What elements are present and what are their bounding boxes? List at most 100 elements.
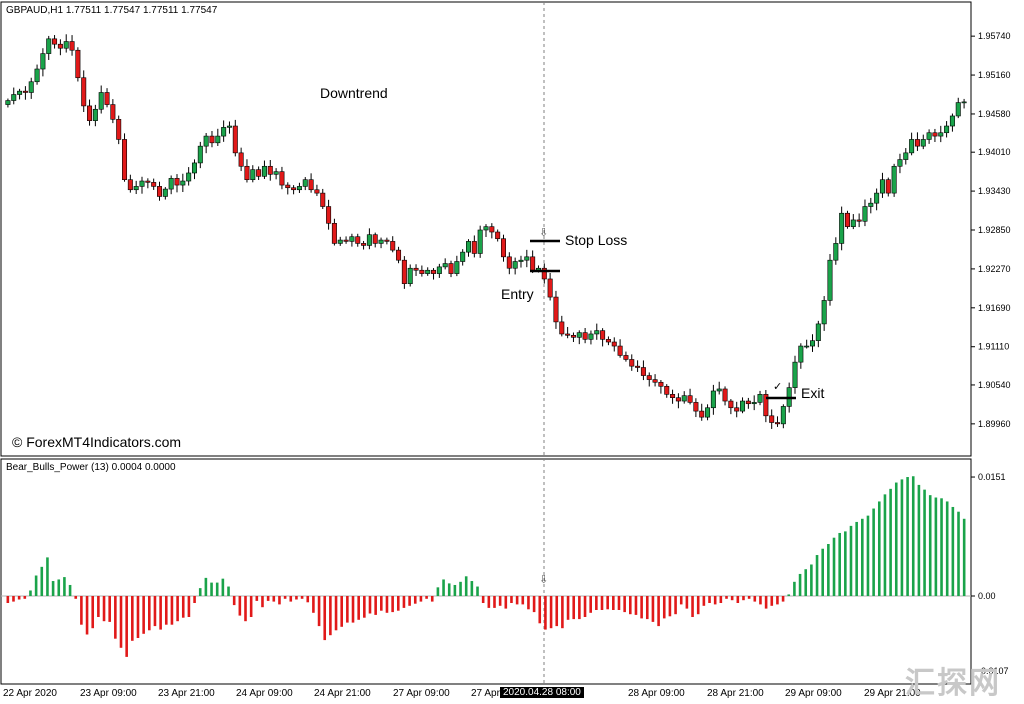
indicator-bar — [793, 581, 796, 596]
candle-body — [110, 104, 116, 120]
candle-body — [261, 165, 267, 177]
candle-body — [104, 92, 110, 105]
time-label: 24 Apr 09:00 — [236, 688, 293, 699]
candle-body — [769, 415, 775, 423]
candle-body — [419, 269, 425, 274]
indicator-bar — [810, 564, 813, 596]
candle-body — [734, 407, 740, 412]
candle-body — [186, 172, 192, 182]
candle-body — [34, 68, 40, 83]
indicator-bar — [125, 596, 128, 657]
indicator-bar — [923, 489, 926, 596]
indicator-bar — [329, 596, 332, 636]
indicator-bar — [261, 596, 264, 608]
candle-body — [722, 388, 728, 402]
indicator-bar — [164, 596, 168, 625]
candle-body — [133, 186, 139, 191]
candle-body — [553, 296, 559, 323]
indicator-bar — [17, 596, 21, 600]
candle-body — [22, 90, 28, 93]
candle-body — [401, 259, 407, 284]
indicator-bar — [266, 596, 270, 601]
indicator-bar — [894, 482, 898, 596]
candle-body — [238, 152, 244, 167]
indicator-tick-label: -0.0107 — [978, 666, 1009, 676]
indicator-bar — [278, 596, 281, 605]
candle-body — [57, 43, 63, 49]
time-label: 28 Apr 09:00 — [628, 688, 685, 699]
candle-body — [483, 226, 489, 231]
candle-body — [302, 179, 308, 187]
indicator-bar — [334, 596, 338, 631]
indicator-bar — [634, 596, 638, 615]
indicator-bar — [719, 596, 723, 603]
time-label: 27 Apr — [471, 688, 500, 699]
indicator-bar — [696, 596, 700, 615]
indicator-bar — [906, 477, 909, 596]
indicator-bar — [159, 596, 162, 630]
candle-body — [570, 335, 576, 338]
indicator-bar — [312, 596, 315, 613]
indicator-bar — [855, 521, 858, 596]
candle-body — [827, 259, 833, 301]
candle-body — [524, 256, 530, 261]
candle-body — [576, 332, 582, 338]
indicator-bar — [691, 596, 694, 617]
indicator-bar — [357, 596, 360, 620]
time-label: 28 Apr 21:00 — [707, 688, 764, 699]
candle-body — [617, 345, 623, 356]
candle-body — [256, 169, 262, 177]
candle-body — [903, 152, 909, 160]
indicator-bar — [640, 596, 643, 619]
indicator-bar — [566, 596, 570, 620]
candle-body — [151, 182, 157, 187]
candle-body — [891, 165, 897, 194]
entry-label: Entry — [501, 286, 534, 302]
candle-body — [5, 100, 11, 105]
candle-body — [285, 184, 291, 189]
candle-body — [844, 212, 850, 227]
indicator-axis-ticks: 0.0151 0.00 -0.0107 — [971, 472, 1009, 676]
candle-body — [506, 256, 512, 269]
candle-body — [122, 139, 128, 180]
candle-body — [699, 410, 705, 418]
candle-body — [308, 179, 314, 191]
indicator-bar — [679, 596, 683, 605]
candle-body — [740, 400, 746, 412]
candle-body — [792, 361, 798, 388]
candle-body — [460, 251, 466, 262]
indicator-bar — [459, 581, 462, 596]
time-label: 24 Apr 21:00 — [314, 688, 371, 699]
candle-body — [431, 269, 437, 274]
indicator-bar — [283, 596, 287, 599]
indicator-bar — [832, 537, 836, 596]
indicator-bar — [187, 596, 191, 617]
indicator-bar — [12, 596, 15, 602]
candle-body — [92, 108, 98, 121]
indicator-pane-header: Bear_Bulls_Power (13) 0.0004 0.0000 — [6, 462, 176, 473]
candle-body — [471, 241, 477, 254]
indicator-bar — [97, 596, 100, 617]
indicator-bar — [295, 596, 298, 600]
candle-body — [763, 394, 769, 417]
indicator-bar — [136, 596, 140, 638]
candle-body — [127, 179, 133, 191]
indicator-bar — [589, 596, 592, 613]
price-tick-label: 1.93430 — [978, 186, 1011, 196]
indicator-bar — [617, 596, 621, 610]
candle-body — [209, 135, 215, 144]
indicator-bar — [770, 596, 774, 606]
indicator-bar — [742, 596, 745, 601]
indicator-bar — [776, 596, 779, 605]
candle-body — [623, 355, 629, 360]
indicator-bar — [408, 596, 411, 606]
indicator-bar — [600, 596, 604, 610]
candle-body — [98, 92, 104, 110]
candle-body — [314, 189, 320, 194]
candle-body — [640, 367, 646, 376]
indicator-bar — [102, 596, 106, 622]
indicator-bar — [232, 596, 236, 606]
candle-body — [914, 139, 920, 147]
candle-body — [664, 385, 670, 395]
